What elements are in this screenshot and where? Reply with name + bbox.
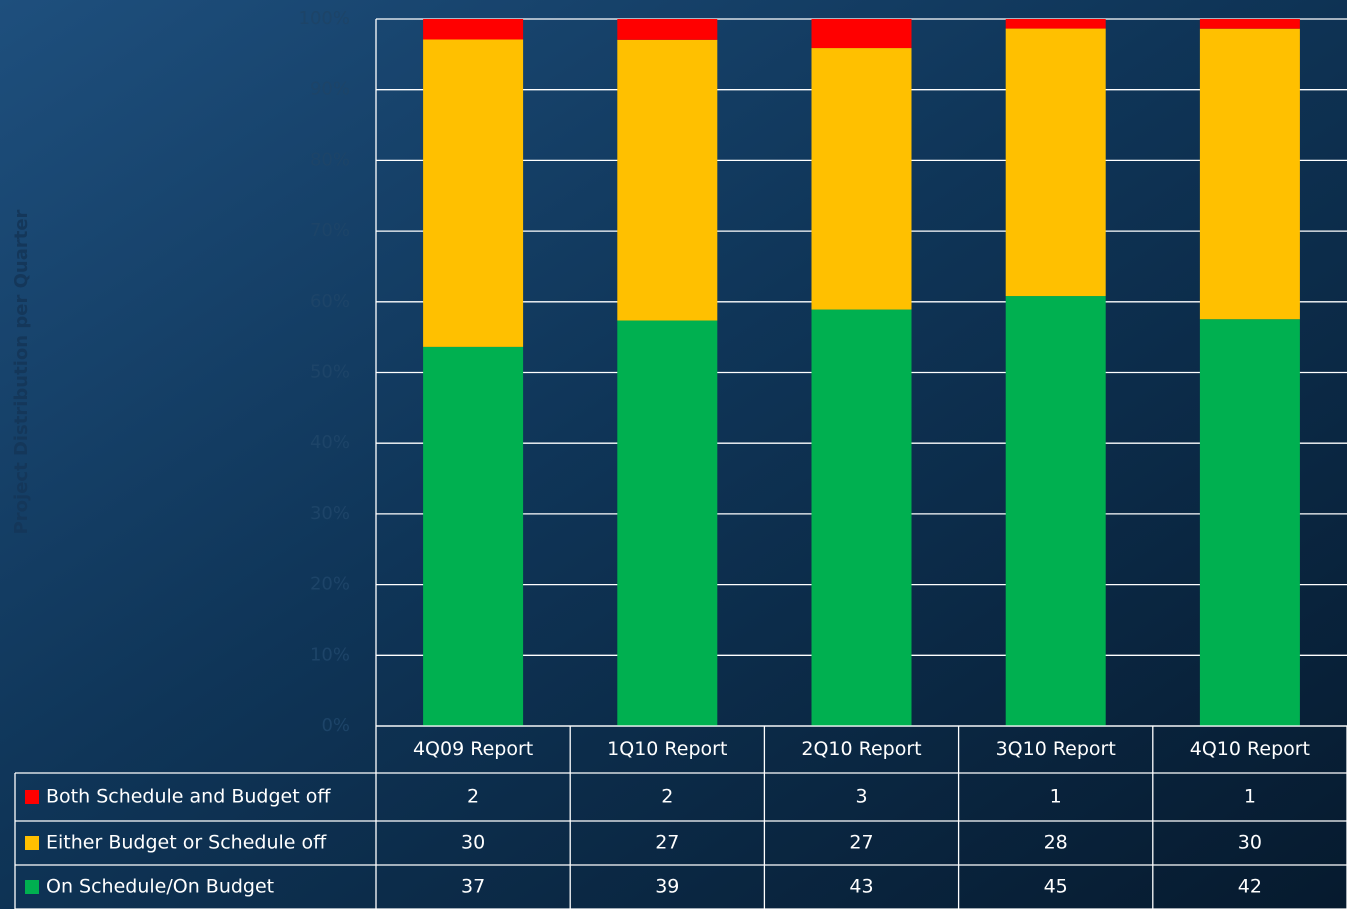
bar-segment <box>423 19 523 39</box>
bar-segment <box>812 310 912 726</box>
bar-segment <box>423 347 523 726</box>
y-tick-label: 50% <box>310 362 350 383</box>
y-tick-label: 30% <box>310 503 350 524</box>
table-value: 1 <box>1244 786 1256 808</box>
x-tick-label: 4Q10 Report <box>1190 738 1310 760</box>
x-tick-label: 1Q10 Report <box>607 738 727 760</box>
table-value: 39 <box>655 876 679 898</box>
bar-segment <box>423 39 523 346</box>
y-tick-label: 70% <box>310 220 350 241</box>
y-tick-label: 80% <box>310 149 350 170</box>
bar-segment <box>1006 29 1106 297</box>
table-value: 30 <box>461 832 485 854</box>
table-value: 27 <box>849 832 873 854</box>
table-value: 30 <box>1238 832 1262 854</box>
y-tick-label: 20% <box>310 574 350 595</box>
x-tick-label: 4Q09 Report <box>413 738 533 760</box>
bar-segment <box>812 19 912 48</box>
table-value: 37 <box>461 876 485 898</box>
table-value: 2 <box>467 786 479 808</box>
table-value: 27 <box>655 832 679 854</box>
table-value: 3 <box>855 786 867 808</box>
chart: Project Distribution per Quarter 0% 10% 20… <box>0 0 1347 909</box>
table-value: 2 <box>661 786 673 808</box>
legend-swatch <box>25 880 39 894</box>
table-value: 1 <box>1050 786 1062 808</box>
y-tick-label: 60% <box>310 291 350 312</box>
legend-label: Either Budget or Schedule off <box>46 832 327 854</box>
y-tick-label: 0% <box>321 715 350 736</box>
legend-swatch <box>25 836 39 850</box>
y-tick-label: 90% <box>310 79 350 100</box>
bar-segment <box>617 19 717 40</box>
bar-segment <box>1200 19 1300 29</box>
y-tick-label: 40% <box>310 432 350 453</box>
bar-segment <box>1200 29 1300 320</box>
table-value: 43 <box>849 876 873 898</box>
table-value: 45 <box>1044 876 1068 898</box>
x-tick-label: 3Q10 Report <box>996 738 1116 760</box>
bar-segment <box>812 48 912 309</box>
bar-segment <box>1200 319 1300 726</box>
table-value: 28 <box>1044 832 1068 854</box>
bar-segment <box>617 321 717 726</box>
bar-segment <box>1006 296 1106 726</box>
bar-segment <box>617 40 717 321</box>
legend-label: Both Schedule and Budget off <box>46 786 331 808</box>
x-tick-label: 2Q10 Report <box>801 738 921 760</box>
table-value: 42 <box>1238 876 1262 898</box>
legend-swatch <box>25 790 39 804</box>
y-axis-label: Project Distribution per Quarter <box>11 209 32 534</box>
y-tick-label: 10% <box>310 644 350 665</box>
bar-segment <box>1006 19 1106 29</box>
y-tick-label: 100% <box>299 8 350 29</box>
page: {"chart_data": {"type": "bar", "stacking… <box>0 0 1347 909</box>
legend-label: On Schedule/On Budget <box>46 876 274 898</box>
